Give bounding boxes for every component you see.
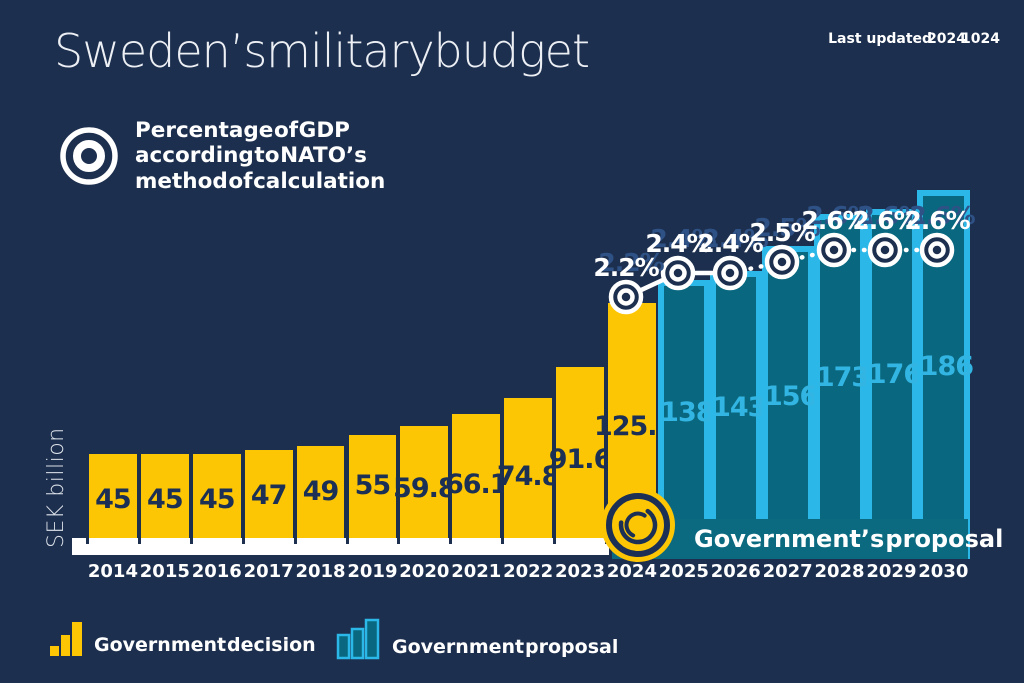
x-axis-year-2026: 2026 — [710, 561, 761, 582]
gdp-note-line-1: Percentage of GDP — [135, 118, 350, 143]
last-updated: Last updated 2024 1024 — [828, 31, 1000, 47]
bar-proposal-2026 — [709, 270, 763, 559]
gdp-pct-label-2027: 2.5% — [749, 218, 815, 247]
x-axis-year-2027: 2027 — [762, 561, 813, 582]
axis-tick — [241, 538, 245, 544]
decision-bars-icon — [48, 620, 86, 662]
value-label-2030: 186 — [919, 351, 974, 382]
legend-decision-label: Government decision — [94, 634, 316, 656]
bar-proposal-2027 — [761, 246, 815, 559]
bar-decision-2017 — [244, 450, 293, 538]
value-label-2028: 173 — [815, 362, 870, 393]
x-axis-year-2016: 2016 — [191, 561, 242, 582]
axis-tick — [553, 538, 557, 544]
bar-decision-2020 — [400, 426, 449, 538]
value-label-2029: 176 — [867, 359, 922, 390]
gdp-pct-label-2026: 2.4% — [697, 229, 763, 258]
legend-proposal-label: Government proposal — [392, 636, 619, 658]
bar-decision-2018 — [296, 446, 345, 538]
value-label-2017: 47 — [250, 480, 288, 511]
value-label-2025: 138 — [660, 397, 714, 428]
axis-tick — [137, 538, 141, 544]
x-axis-year-2019: 2019 — [347, 561, 398, 582]
axis-tick — [397, 538, 401, 544]
gdp-note-line-3: method of calculation — [135, 168, 386, 194]
value-label-2020: 59.8 — [393, 473, 457, 504]
axis-tick — [86, 538, 89, 544]
x-axis-year-2025: 2025 — [658, 561, 709, 582]
page-title: Sweden’s military budget — [54, 24, 590, 78]
x-axis-year-2020: 2020 — [399, 561, 450, 582]
gdp-pct-label-2024: 2.2% — [593, 253, 659, 282]
value-label-2026: 143 — [712, 392, 766, 423]
value-label-2021: 66.1 — [444, 469, 509, 500]
x-axis-year-2021: 2021 — [451, 561, 502, 582]
gdp-pct-label-2030: 2.6% — [904, 206, 970, 235]
axis-tick — [501, 538, 505, 544]
legend-government-decision: Government decision — [48, 620, 316, 662]
value-label-2016: 45 — [198, 484, 236, 515]
x-axis-year-2015: 2015 — [139, 561, 190, 582]
value-label-2014: 45 — [95, 484, 132, 515]
axis-tick — [345, 538, 349, 544]
gdp-pct-label-2029: 2.6% — [852, 206, 918, 235]
x-axis-year-2024: 2024 — [606, 561, 657, 582]
axis-tick — [449, 538, 453, 544]
x-axis-year-2028: 2028 — [814, 561, 865, 582]
gdp-pct-label-2028: 2.6% — [801, 206, 867, 235]
x-axis-year-2014: 2014 — [87, 561, 138, 582]
last-updated-date: 1024 — [961, 31, 1000, 47]
value-label-2018: 49 — [302, 476, 340, 507]
bullseye-icon — [57, 124, 121, 192]
bar-decision-2015 — [140, 453, 189, 538]
value-label-2022: 74.8 — [496, 461, 561, 492]
x-axis-year-2029: 2029 — [866, 561, 917, 582]
value-label-2027: 156 — [763, 381, 818, 412]
last-updated-label: Last updated — [828, 31, 933, 47]
cycle-arrows-icon — [599, 486, 677, 568]
value-label-2015: 45 — [147, 484, 184, 515]
bar-decision-2014 — [89, 453, 137, 538]
x-axis-year-2018: 2018 — [295, 561, 346, 582]
bar-decision-2021 — [452, 414, 501, 538]
axis-tick — [293, 538, 297, 544]
gdp-note: Percentage of GDP according to NATO’s me… — [135, 118, 385, 194]
value-label-2019: 55 — [354, 470, 392, 501]
axis-tick — [189, 538, 193, 544]
bar-decision-2016 — [192, 453, 241, 538]
last-updated-year: 2024 — [927, 31, 967, 47]
x-axis-year-2030: 2030 — [918, 561, 969, 582]
bar-decision-2022 — [504, 398, 553, 538]
gdp-pct-label-2025: 2.4% — [645, 229, 711, 258]
proposal-bars-icon — [336, 618, 384, 664]
value-label-2023: 91.6 — [548, 444, 613, 475]
gdp-note-line-2: according to NATO’s — [135, 143, 367, 169]
x-axis-baseline — [72, 538, 609, 555]
bar-decision-2023 — [556, 366, 604, 538]
x-axis-year-2017: 2017 — [243, 561, 294, 582]
proposal-banner-label: Government’s proposal — [694, 525, 1004, 553]
bar-decision-2019 — [348, 435, 397, 538]
x-axis-year-2022: 2022 — [503, 561, 554, 582]
x-axis-year-2023: 2023 — [554, 561, 606, 582]
legend-government-proposal: Government proposal — [336, 618, 618, 664]
